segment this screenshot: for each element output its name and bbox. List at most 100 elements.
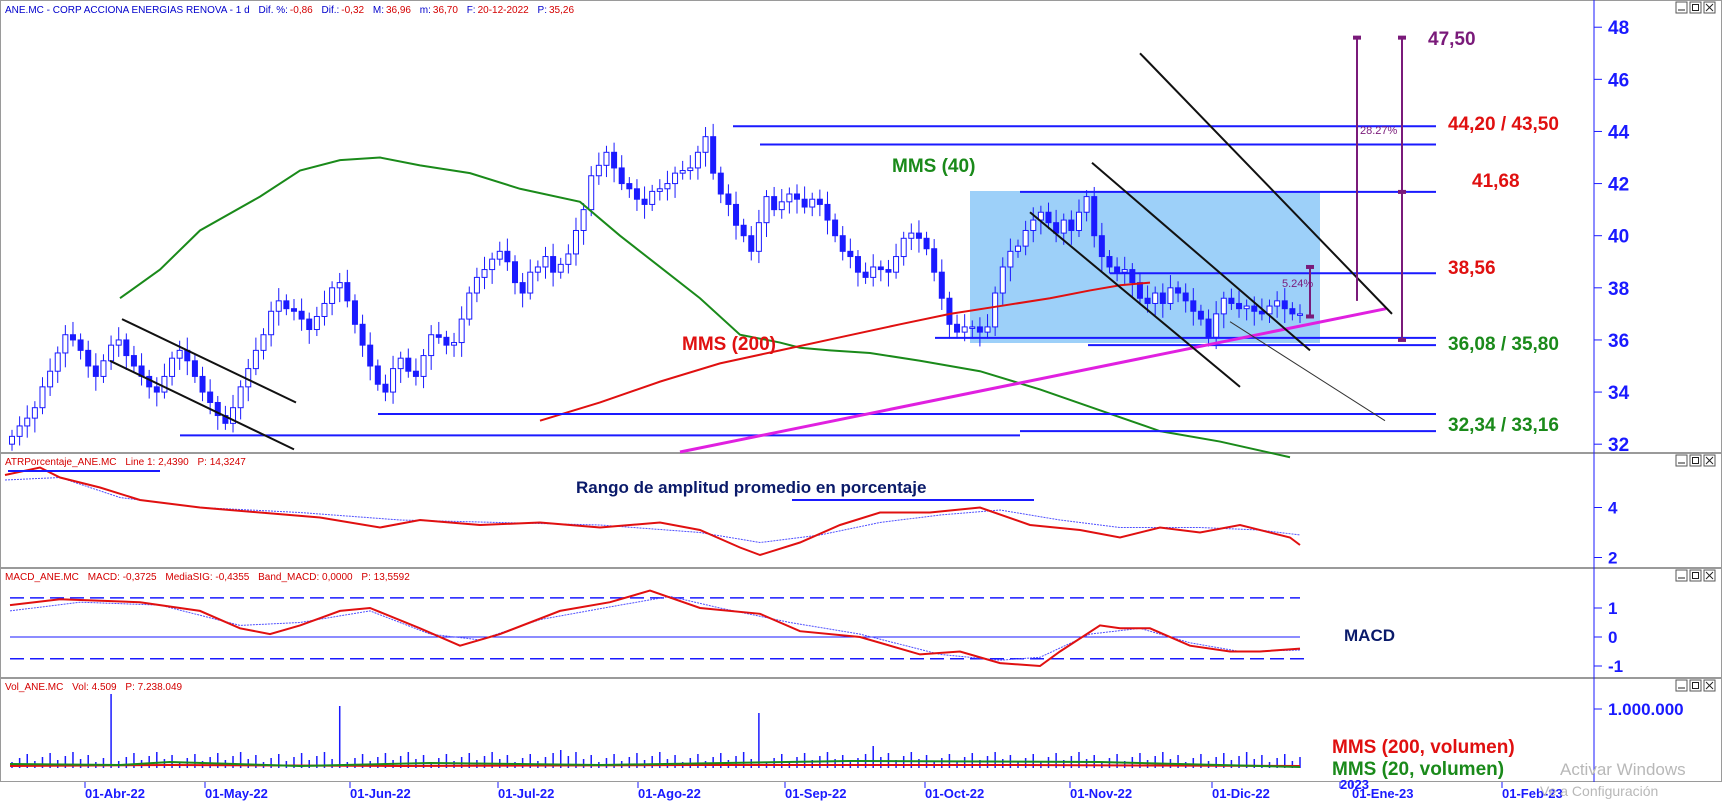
panel-maximize-button[interactable] xyxy=(1689,569,1702,582)
candle-body xyxy=(108,344,115,362)
macd-label: 1 xyxy=(1608,599,1617,618)
candle-body xyxy=(1213,313,1220,338)
macd-header: MACD_ANE.MC MACD: -0,3725 MediaSIG: -0,4… xyxy=(5,572,410,583)
date-tick-label: 2023 xyxy=(1340,777,1369,792)
candle-body xyxy=(39,386,46,409)
channel-top-2 xyxy=(1139,52,1393,315)
candle-body xyxy=(908,232,915,239)
panel-minimize-button[interactable] xyxy=(1675,679,1688,692)
close-icon xyxy=(1705,681,1714,690)
candle-body xyxy=(847,250,854,258)
candle-body xyxy=(1228,297,1235,304)
trendlines xyxy=(109,35,1436,454)
arrow-cap xyxy=(1353,35,1361,40)
candle-body xyxy=(512,261,519,284)
candle-body xyxy=(1167,287,1174,304)
candle-body xyxy=(984,326,991,333)
panel-minimize-button[interactable] xyxy=(1675,569,1688,582)
candle-body xyxy=(252,349,259,370)
macd-lines xyxy=(9,589,1305,668)
candle-body xyxy=(359,323,366,346)
level-3856-label: 38,56 xyxy=(1448,258,1496,279)
price-tick-label: 38 xyxy=(1608,279,1629,300)
candle-body xyxy=(214,401,221,417)
candle-body xyxy=(412,370,419,377)
candle-body xyxy=(611,151,618,169)
candle-body xyxy=(603,151,610,166)
panel-maximize-button[interactable] xyxy=(1689,454,1702,467)
candle-body xyxy=(130,355,137,367)
candle-body xyxy=(656,188,663,192)
candle-body xyxy=(832,219,839,237)
panel-minimize-button[interactable] xyxy=(1675,1,1688,14)
level-4420-label: 44,20 / 43,50 xyxy=(1448,114,1559,135)
candle-body xyxy=(1121,269,1128,273)
candle-body xyxy=(62,334,69,354)
candle-body xyxy=(999,266,1006,294)
date-tick-label: 01-Nov-22 xyxy=(1070,786,1132,801)
candle-body xyxy=(230,407,237,424)
candle-body xyxy=(268,310,275,336)
candle-body xyxy=(1182,292,1189,302)
candle-body xyxy=(321,302,328,317)
candle-body xyxy=(519,282,526,294)
price-candles xyxy=(9,123,1303,451)
candle-body xyxy=(702,136,709,153)
price-tick-label: 34 xyxy=(1608,383,1630,404)
candle-body xyxy=(1136,282,1143,299)
candle-body xyxy=(854,256,861,273)
candle-body xyxy=(1297,313,1303,316)
candle-body xyxy=(435,334,442,338)
atr-note: Rango de amplitud promedio en porcentaje xyxy=(576,478,926,497)
level-3608-label: 36,08 / 35,80 xyxy=(1448,334,1559,355)
candle-body xyxy=(428,334,435,357)
price-tick-label: 46 xyxy=(1608,70,1629,91)
candle-body xyxy=(710,136,717,174)
candle-body xyxy=(275,300,282,312)
chart-header: ANE.MC - CORP ACCIONA ENERGIAS RENOVA - … xyxy=(5,5,574,16)
date-tick-label: 01-Abr-22 xyxy=(85,786,145,801)
date-tick-label: 01-Oct-22 xyxy=(925,786,984,801)
panel-maximize-button[interactable] xyxy=(1689,679,1702,692)
support-trendline xyxy=(679,307,1387,454)
candle-body xyxy=(1152,292,1159,304)
candle-body xyxy=(877,266,884,271)
atr-label: 2 xyxy=(1608,549,1617,568)
candle-body xyxy=(47,370,54,388)
candle-body xyxy=(260,334,267,351)
candle-body xyxy=(123,339,130,357)
maximize-icon xyxy=(1692,4,1699,11)
candle-body xyxy=(763,196,770,224)
activate-windows-watermark: Activar Windows xyxy=(1560,760,1686,779)
candle-body xyxy=(1129,269,1136,284)
candle-body xyxy=(694,151,701,169)
candle-body xyxy=(885,269,892,273)
candle-body xyxy=(100,360,107,377)
arrow-cap xyxy=(1306,264,1314,269)
panel-maximize-button[interactable] xyxy=(1689,1,1702,14)
macd-signal-line xyxy=(9,595,1301,661)
candle-body xyxy=(466,292,473,320)
candle-body xyxy=(1075,211,1082,231)
atr-line xyxy=(4,466,1301,557)
date-tick-label: 01-Jul-22 xyxy=(498,786,554,801)
candle-body xyxy=(618,167,625,185)
candle-body xyxy=(740,224,747,237)
candle-body xyxy=(1144,297,1151,304)
candle-body xyxy=(679,170,686,174)
candle-body xyxy=(207,391,214,403)
candle-body xyxy=(161,375,168,393)
price-tick-label: 36 xyxy=(1608,331,1629,352)
candle-body xyxy=(1114,266,1121,273)
panel-minimize-button[interactable] xyxy=(1675,454,1688,467)
arrow-cap xyxy=(1398,189,1406,194)
candle-body xyxy=(664,183,671,190)
candle-body xyxy=(199,375,206,393)
volume-bars xyxy=(9,694,1301,768)
candle-body xyxy=(1159,292,1166,304)
candle-body xyxy=(115,339,122,346)
candle-body xyxy=(778,201,785,211)
candle-body xyxy=(481,269,488,278)
candle-body xyxy=(290,308,297,312)
vol-mms200-line xyxy=(9,763,1301,768)
